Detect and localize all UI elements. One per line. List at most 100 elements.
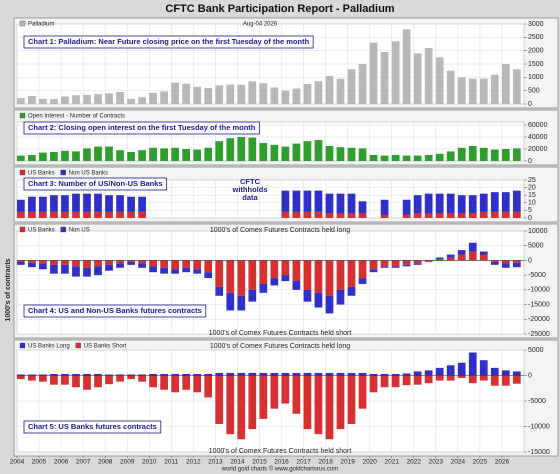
bar (292, 372, 301, 376)
bar (347, 260, 356, 287)
bar (292, 211, 301, 218)
legend-label: US Banks (28, 228, 55, 234)
bar (193, 269, 202, 274)
bar (72, 151, 80, 161)
bar (149, 266, 157, 273)
bar (39, 152, 47, 161)
bar (28, 375, 36, 381)
bar (501, 375, 510, 386)
bar (138, 196, 146, 212)
bar (50, 260, 58, 265)
bar (171, 82, 180, 104)
bar (501, 260, 510, 264)
bar (138, 375, 146, 382)
bar (347, 286, 356, 296)
bar (380, 373, 389, 376)
bar (226, 292, 235, 311)
bar (380, 214, 389, 218)
bar (325, 213, 334, 218)
bar (270, 375, 279, 409)
bar (215, 286, 224, 296)
bar (303, 211, 312, 218)
bar (237, 137, 246, 161)
bar (512, 190, 521, 212)
title-box (23, 177, 168, 191)
bar (424, 48, 433, 104)
bar (160, 260, 168, 268)
y-tick-label: 0 (528, 257, 532, 264)
bar (72, 260, 80, 267)
bar (28, 374, 36, 376)
bar (237, 375, 246, 440)
bar (501, 211, 510, 218)
bar (369, 269, 378, 273)
bar (479, 78, 488, 104)
x-tick-label: 2024 (451, 459, 466, 466)
x-tick-label: 2020 (362, 459, 377, 466)
bar (413, 213, 422, 218)
bar (281, 275, 290, 282)
bar (446, 193, 455, 214)
bar (193, 86, 202, 104)
bar (479, 254, 488, 261)
bar (413, 53, 422, 104)
bar (105, 211, 113, 218)
y-tick-label: -10000 (528, 423, 550, 430)
legend-label: Non US (69, 228, 90, 234)
y-tick-label: -10000 (528, 287, 550, 294)
bar (457, 147, 466, 161)
bar (490, 149, 499, 161)
y-tick-label: 5 (528, 207, 532, 214)
chart-title: Chart 1: Palladium: Near Future closing … (28, 37, 310, 46)
x-tick-label: 2005 (32, 459, 47, 466)
bar (325, 146, 334, 161)
bar (248, 137, 257, 161)
legend-swatch (60, 169, 66, 176)
bar (171, 375, 180, 393)
bar (204, 272, 213, 279)
annotation: 1000's of Comex Futures Contracts held l… (210, 343, 350, 350)
x-tick-label: 2018 (318, 459, 333, 466)
bar (270, 278, 279, 286)
title-box (23, 420, 162, 434)
bar (182, 149, 191, 161)
bar (72, 375, 80, 388)
bar (325, 295, 334, 314)
bar (193, 373, 202, 376)
bar (248, 260, 257, 290)
bar (314, 372, 323, 376)
bar (61, 96, 69, 104)
bar (149, 375, 157, 388)
x-tick-label: 2006 (54, 459, 69, 466)
x-tick-label: 2022 (407, 459, 422, 466)
bar (116, 92, 124, 104)
bar (424, 213, 433, 218)
x-tick-label: 2011 (164, 459, 178, 466)
bar (336, 289, 345, 305)
chart-title-box: Chart 5: US Banks futures contracts (23, 420, 162, 434)
bar (94, 146, 102, 161)
bar (424, 193, 433, 214)
bar (369, 375, 378, 393)
x-tick-label: 2016 (274, 459, 289, 466)
bar (380, 199, 389, 215)
annotation: data (242, 193, 258, 202)
bar (72, 211, 80, 218)
bar (50, 99, 58, 104)
bar (127, 211, 135, 218)
bar (94, 375, 102, 388)
bar (314, 81, 323, 104)
annotation: CFTC (240, 177, 261, 186)
bar (105, 195, 113, 212)
bar (61, 264, 69, 274)
bar (160, 267, 168, 274)
bar (468, 352, 477, 376)
bar (512, 262, 521, 268)
bar (127, 98, 135, 104)
bar (314, 375, 323, 435)
bar (281, 90, 290, 104)
bar (325, 193, 334, 214)
bar (138, 263, 146, 268)
chart-title: Chart 4: US and Non-US Banks futures con… (28, 306, 202, 315)
